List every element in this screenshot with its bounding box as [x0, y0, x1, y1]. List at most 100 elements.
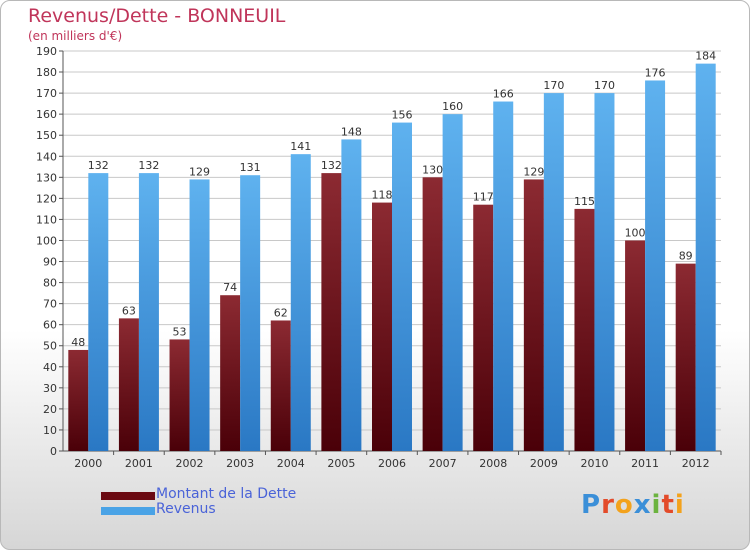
data-label-dette: 100: [625, 226, 646, 239]
y-tick-label: 110: [36, 213, 57, 226]
y-tick-label: 40: [43, 361, 57, 374]
y-tick-label: 90: [43, 256, 57, 269]
data-label-revenus: 141: [290, 140, 311, 153]
bar-revenus: [594, 93, 615, 452]
bar-dette: [523, 179, 544, 451]
data-label-revenus: 129: [189, 165, 210, 178]
bar-dette: [118, 318, 139, 451]
chart-subtitle: (en milliers d'€): [28, 29, 123, 43]
y-tick-label: 10: [43, 424, 57, 437]
bar-revenus: [442, 114, 463, 451]
bar-revenus: [240, 175, 261, 452]
bar-revenus: [392, 122, 412, 451]
data-label-dette: 129: [523, 165, 544, 178]
data-label-dette: 53: [173, 325, 187, 338]
bar-dette: [473, 204, 494, 451]
data-label-revenus: 184: [695, 50, 716, 63]
y-tick-label: 20: [43, 403, 57, 416]
x-tick-label: 2004: [277, 457, 305, 470]
bar-dette: [574, 208, 595, 451]
y-tick-label: 170: [36, 87, 57, 100]
data-label-dette: 63: [122, 304, 136, 317]
y-tick-label: 70: [43, 298, 57, 311]
data-label-revenus: 132: [88, 159, 109, 172]
y-tick-label: 50: [43, 340, 57, 353]
chart-title: Revenus/Dette - BONNEUIL: [28, 5, 286, 27]
y-tick-label: 190: [36, 45, 57, 58]
data-label-revenus: 156: [392, 109, 413, 122]
x-tick-label: 2009: [530, 457, 558, 470]
y-tick-label: 30: [43, 382, 57, 395]
x-tick-label: 2012: [682, 457, 710, 470]
x-tick-label: 2008: [479, 457, 507, 470]
bar-dette: [372, 202, 392, 451]
bar-revenus: [341, 139, 362, 451]
x-tick-label: 2003: [226, 457, 254, 470]
x-tick-label: 2011: [631, 457, 659, 470]
y-tick-label: 140: [36, 150, 57, 163]
bar-revenus: [189, 179, 210, 451]
bar-revenus: [138, 173, 159, 451]
data-label-dette: 74: [223, 281, 237, 294]
x-tick-label: 2000: [74, 457, 102, 470]
y-tick-label: 180: [36, 66, 57, 79]
legend-label-revenus: Revenus: [156, 501, 216, 517]
data-label-revenus: 160: [442, 100, 463, 113]
logo-letter: x: [633, 490, 652, 520]
bar-revenus: [645, 80, 666, 451]
data-label-revenus: 176: [645, 66, 666, 79]
x-tick-label: 2002: [176, 457, 204, 470]
x-tick-label: 2006: [378, 457, 406, 470]
y-tick-label: 150: [36, 129, 57, 142]
logo-letter: P: [581, 490, 602, 520]
bar-revenus: [543, 93, 564, 452]
data-labels: 48 132 63 132 53 129 74 131 62 141 132 148 118 156 130…: [71, 50, 716, 349]
bar-dette: [68, 349, 89, 451]
bar-revenus: [88, 173, 109, 451]
bar-dette: [422, 177, 443, 451]
bars: [68, 63, 716, 452]
y-tick-label: 100: [36, 234, 57, 247]
data-label-dette: 115: [574, 195, 595, 208]
data-label-revenus: 166: [493, 88, 514, 101]
logo-letter: r: [601, 490, 615, 520]
x-tick-label: 2010: [580, 457, 608, 470]
proxiti-logo: Proxiti: [581, 490, 685, 520]
data-label-revenus: 170: [543, 79, 564, 92]
y-tick-label: 60: [43, 319, 57, 332]
x-tick-label: 2005: [327, 457, 355, 470]
data-label-dette: 118: [372, 189, 393, 202]
bar-dette: [625, 240, 646, 451]
y-tick-label: 130: [36, 171, 57, 184]
y-tick-label: 0: [50, 445, 57, 458]
legend-swatch-revenus: [101, 507, 155, 515]
y-tick-label: 120: [36, 192, 57, 205]
bar-revenus: [493, 101, 514, 452]
y-tick-label: 160: [36, 108, 57, 121]
bar-revenus: [695, 63, 716, 451]
bar-revenus: [290, 154, 311, 451]
data-label-revenus: 170: [594, 79, 615, 92]
bar-dette: [270, 320, 291, 451]
data-label-dette: 130: [422, 163, 443, 176]
y-tick-label: 80: [43, 277, 57, 290]
legend-swatch-dette: [101, 492, 155, 500]
data-label-dette: 48: [71, 336, 85, 349]
bar-dette: [169, 339, 190, 451]
data-label-revenus: 132: [138, 159, 159, 172]
logo-letter: i: [651, 490, 662, 520]
data-label-revenus: 131: [240, 161, 261, 174]
logo-letter: t: [661, 490, 675, 520]
bar-dette: [675, 263, 696, 451]
legend-label-dette: Montant de la Dette: [156, 486, 297, 502]
x-tick-label: 2007: [429, 457, 457, 470]
data-label-dette: 89: [679, 250, 693, 263]
logo-letter: o: [614, 490, 634, 520]
bar-dette: [220, 295, 241, 451]
logo-letter: i: [674, 490, 685, 520]
data-label-dette: 62: [274, 306, 288, 319]
data-label-dette: 132: [321, 159, 342, 172]
bar-dette: [321, 173, 342, 451]
